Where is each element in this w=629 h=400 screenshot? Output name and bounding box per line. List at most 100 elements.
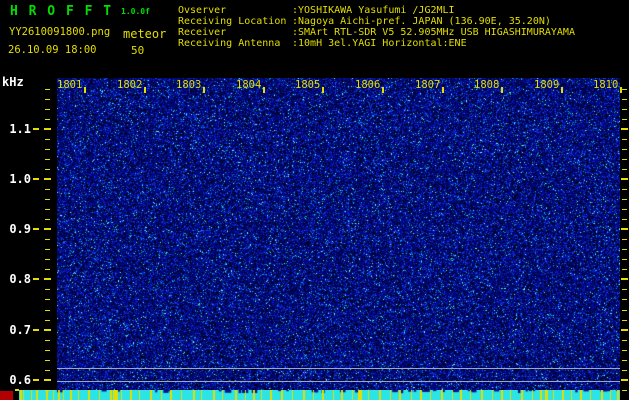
freq-minor-tick (45, 239, 50, 240)
freq-label-dash (33, 329, 39, 331)
time-label: 1802 (117, 79, 143, 91)
freq-minor-tick (45, 199, 50, 200)
baseline-tick (15, 389, 19, 391)
freq-minor-tick-right (622, 199, 627, 200)
freq-minor-tick (45, 320, 50, 321)
freq-minor-tick (45, 249, 50, 250)
time-label: 1809 (534, 79, 560, 91)
freq-major-tick (44, 278, 51, 280)
freq-minor-tick (45, 219, 50, 220)
freq-label-dash (33, 178, 39, 180)
freq-minor-tick-right (622, 159, 627, 160)
freq-minor-tick-right (622, 119, 627, 120)
freq-label: 1.0 (9, 172, 31, 186)
freq-minor-tick-right (622, 99, 627, 100)
freq-major-tick-right (621, 278, 628, 280)
info-label: Receiving Antenna (178, 38, 281, 49)
freq-minor-tick (45, 149, 50, 150)
calibration-line (57, 381, 620, 382)
freq-label: 0.7 (9, 323, 31, 337)
time-tick (84, 87, 86, 93)
freq-minor-tick (45, 289, 50, 290)
time-label: 1801 (57, 79, 83, 91)
time-label: 1803 (176, 79, 202, 91)
station-info-row: Ovserver :YOSHIKAWA Yasufumi /JG2MLI (178, 5, 575, 16)
freq-minor-tick-right (622, 360, 627, 361)
freq-minor-tick-right (622, 310, 627, 311)
time-tick (144, 87, 146, 93)
time-tick (561, 87, 563, 93)
freq-major-tick (44, 228, 51, 230)
corner-marker (0, 391, 13, 400)
time-tick (322, 87, 324, 93)
freq-major-tick (44, 329, 51, 331)
freq-minor-tick (45, 139, 50, 140)
frequency-unit-label: kHz (2, 75, 24, 89)
freq-minor-tick-right (622, 350, 627, 351)
signal-level-strip-canvas (19, 390, 620, 400)
app-version: 1.0.0f (121, 7, 150, 16)
freq-label: 1.1 (9, 122, 31, 136)
freq-minor-tick-right (622, 289, 627, 290)
freq-minor-tick-right (622, 269, 627, 270)
spectrogram-canvas (57, 78, 620, 390)
freq-label: 0.6 (9, 373, 31, 387)
freq-minor-tick (45, 99, 50, 100)
freq-minor-tick (45, 350, 50, 351)
freq-minor-tick (45, 209, 50, 210)
freq-major-tick (44, 178, 51, 180)
time-tick (382, 87, 384, 93)
freq-minor-tick (45, 370, 50, 371)
freq-minor-tick-right (622, 189, 627, 190)
freq-major-tick (44, 379, 51, 381)
freq-minor-tick (45, 259, 50, 260)
freq-label-dash (33, 128, 39, 130)
time-label: 1804 (236, 79, 262, 91)
freq-minor-tick-right (622, 340, 627, 341)
freq-minor-tick-right (622, 249, 627, 250)
freq-major-tick (44, 128, 51, 130)
info-label: Receiving Location (178, 16, 287, 27)
freq-minor-tick-right (622, 109, 627, 110)
observation-datetime: 26.10.09 18:00 (8, 44, 97, 56)
freq-label: 0.8 (9, 272, 31, 286)
freq-label-dash (33, 379, 39, 381)
calibration-line (57, 368, 620, 369)
info-value: :SMArt RTL-SDR V5 52.905MHz USB HIGASHIM… (292, 27, 575, 38)
freq-minor-tick (45, 340, 50, 341)
time-tick (263, 87, 265, 93)
freq-minor-tick-right (622, 370, 627, 371)
time-label: 1807 (415, 79, 441, 91)
freq-major-tick-right (621, 379, 628, 381)
info-label: Receiver (178, 27, 227, 38)
freq-minor-tick-right (622, 259, 627, 260)
freq-minor-tick-right (622, 139, 627, 140)
time-label: 1810 (593, 79, 619, 91)
freq-major-tick-right (621, 128, 628, 130)
info-value: :YOSHIKAWA Yasufumi /JG2MLI (292, 5, 455, 16)
freq-minor-tick-right (622, 299, 627, 300)
info-value: :Nagoya Aichi-pref. JAPAN (136.90E, 35.2… (292, 16, 551, 27)
output-filename: YY2610091800.png (9, 26, 111, 38)
freq-minor-tick-right (622, 219, 627, 220)
freq-minor-tick (45, 310, 50, 311)
freq-minor-tick (45, 189, 50, 190)
station-info-row: Receiving Location :Nagoya Aichi-pref. JA… (178, 16, 575, 27)
info-label: Ovserver (178, 5, 227, 16)
freq-major-tick-right (621, 228, 628, 230)
time-label: 1808 (474, 79, 500, 91)
info-value: :10mH 3el.YAGI Horizontal:ENE (292, 38, 467, 49)
freq-minor-tick-right (622, 169, 627, 170)
time-tick (501, 87, 503, 93)
station-info-row: Receiving Antenna :10mH 3el.YAGI Horizont… (178, 38, 575, 49)
freq-minor-tick (45, 390, 50, 391)
freq-major-tick-right (621, 329, 628, 331)
freq-minor-tick-right (622, 89, 627, 90)
freq-minor-tick-right (622, 149, 627, 150)
freq-label-dash (33, 278, 39, 280)
time-label: 1805 (295, 79, 321, 91)
freq-major-tick-right (621, 178, 628, 180)
freq-minor-tick-right (622, 209, 627, 210)
freq-minor-tick-right (622, 239, 627, 240)
